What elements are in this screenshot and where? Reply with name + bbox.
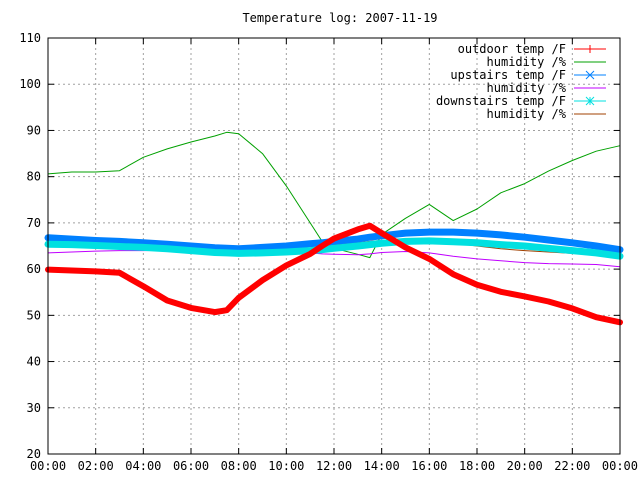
x-tick-label: 08:00 [221,459,257,473]
x-tick-label: 02:00 [78,459,114,473]
plot-frame [47,37,621,455]
legend-marker [585,70,595,80]
legend-label: upstairs temp /F [450,68,566,82]
x-tick-label: 10:00 [268,459,304,473]
legend-label: downstairs temp /F [436,94,566,108]
y-tick-label: 30 [27,401,41,415]
x-tick-label: 16:00 [411,459,447,473]
grid [48,38,620,454]
y-tick-label: 80 [27,170,41,184]
x-tick-label: 18:00 [459,459,495,473]
series-layer [44,131,624,326]
legend-label: humidity /% [487,55,567,69]
y-tick-label: 70 [27,216,41,230]
x-tick-label: 00:00 [602,459,638,473]
x-tick-label: 22:00 [554,459,590,473]
y-tick-label: 20 [27,447,41,461]
series-line [45,222,623,326]
y-tick-label: 110 [19,31,41,45]
legend-label: humidity /% [487,107,567,121]
y-tick-label: 100 [19,77,41,91]
x-tick-label: 06:00 [173,459,209,473]
legend-marker [586,45,594,53]
chart-title: Temperature log: 2007-11-19 [242,11,437,25]
x-tick-label: 00:00 [30,459,66,473]
x-tick-label: 20:00 [507,459,543,473]
x-tick-label: 04:00 [125,459,161,473]
y-tick-label: 90 [27,123,41,137]
y-tick-label: 50 [27,308,41,322]
x-tick-label: 14:00 [364,459,400,473]
x-tick-label: 12:00 [316,459,352,473]
legend-label: humidity /% [487,81,567,95]
series-line [44,237,624,260]
legend-label: outdoor temp /F [458,42,566,56]
y-tick-label: 60 [27,262,41,276]
axes: 20 30 40 50 60 70 80 90 100 110 00:00 02:00 04:00 06:… [19,31,638,473]
legend-marker [585,96,595,106]
y-tick-label: 40 [27,355,41,369]
